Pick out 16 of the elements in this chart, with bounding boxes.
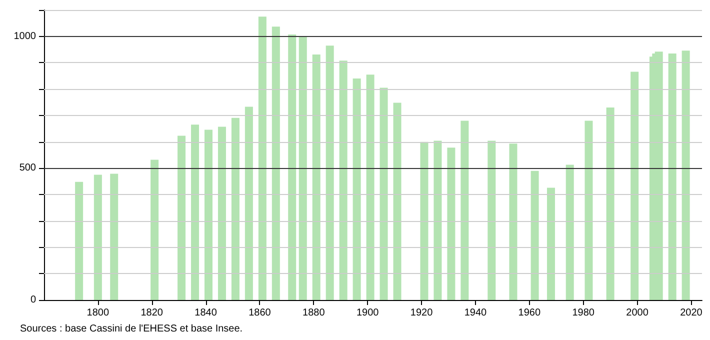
x-tick-label: 1840 (194, 308, 218, 318)
x-tick-label: 1940 (464, 308, 488, 318)
x-tick-label: 1880 (302, 308, 326, 318)
x-tick-label: 1960 (518, 308, 541, 318)
x-tick-label: 2000 (626, 308, 649, 318)
y-tick-label: 0 (30, 294, 36, 306)
x-tick-label: 1820 (140, 308, 164, 318)
source-note: Sources : base Cassini de l'EHESS et base Insee. (20, 324, 243, 334)
x-tick-label: 1920 (410, 308, 434, 318)
x-tick-label: 1900 (356, 308, 380, 318)
x-tick-label: 2020 (680, 308, 703, 318)
x-tick-label: 1800 (86, 308, 110, 318)
y-tick-label: 500 (19, 162, 36, 174)
x-tick-label: 1980 (572, 308, 595, 318)
x-tick-label: 1860 (248, 308, 272, 318)
y-tick-label: 1000 (14, 30, 36, 42)
